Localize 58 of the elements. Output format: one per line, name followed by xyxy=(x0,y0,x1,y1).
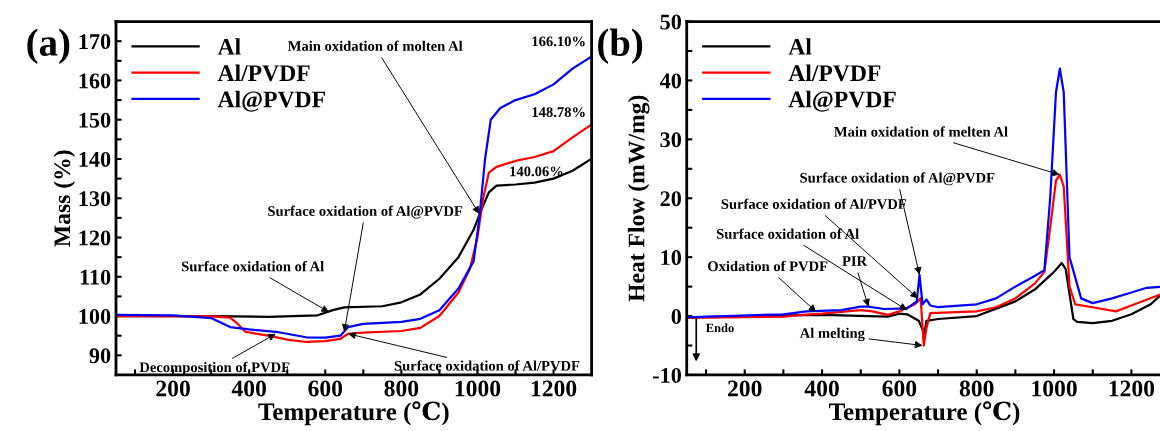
annotation: Main oxidation of molten Al xyxy=(287,40,463,51)
y-tick-label: 100 xyxy=(79,309,111,324)
x-tick-label: 600 xyxy=(882,380,917,397)
y-tick-label: 170 xyxy=(79,34,111,50)
line-series xyxy=(116,55,592,339)
chart-title: (b) xyxy=(598,28,643,64)
x-tick-label: 1000 xyxy=(1032,380,1077,397)
x-tick-label: 1200 xyxy=(531,380,577,397)
annotation: Surface oxidation of Al@PVDF xyxy=(800,172,995,186)
annotation: PIR xyxy=(842,256,868,266)
line-series xyxy=(116,123,592,344)
x-axis-title: Temperature (℃) xyxy=(829,401,1020,426)
y-tick-label: 20 xyxy=(660,191,682,207)
y-tick-label: 160 xyxy=(79,73,111,89)
y-tick-label: 110 xyxy=(80,269,111,285)
y-tick-label: 50 xyxy=(660,14,682,30)
annotation: 166.10% xyxy=(532,36,585,47)
x-tick-label: 800 xyxy=(384,380,419,397)
annotation: 140.06% xyxy=(510,166,563,177)
y-tick-label: -10 xyxy=(653,367,682,383)
x-tick-label: 1200 xyxy=(1109,380,1155,397)
annotation: Decomposition of PVDF xyxy=(139,361,290,376)
annotation: Surface oxidation of Al xyxy=(716,228,859,239)
annotation: Main oxidation of melten Al xyxy=(834,126,1008,137)
x-tick-label: 400 xyxy=(804,380,839,397)
annotation: Surface oxidation of Al/PVDF xyxy=(394,360,580,371)
legend-label: Al@PVDF xyxy=(788,90,896,112)
annotation: 148.78% xyxy=(532,107,585,118)
y-tick-label: 40 xyxy=(659,73,682,89)
legend-label: Al/PVDF xyxy=(217,64,310,82)
legend-label: Al xyxy=(217,38,241,55)
x-tick-label: 400 xyxy=(231,380,266,397)
annotation: Endo xyxy=(705,323,734,333)
y-axis-title: Mass (%) xyxy=(53,150,76,247)
x-tick-label: 800 xyxy=(959,380,994,397)
y-tick-label: 150 xyxy=(79,112,111,128)
y-tick-label: 120 xyxy=(79,230,111,246)
y-tick-label: 30 xyxy=(660,132,682,148)
y-tick-label: 0 xyxy=(671,309,682,324)
x-tick-label: 1000 xyxy=(455,380,501,397)
y-tick-label: 90 xyxy=(89,348,111,364)
annotation: Surface oxidation of Al/PVDF xyxy=(721,198,907,210)
x-tick-label: 600 xyxy=(308,380,343,397)
annotation: Surface oxidation of Al@PVDF xyxy=(268,205,463,219)
y-tick-label: 10 xyxy=(661,250,682,266)
chart-title: (a) xyxy=(27,28,70,64)
annotation: Oxidation of PVDF xyxy=(708,260,828,272)
y-tick-label: 140 xyxy=(79,151,111,167)
annotation: Al melting xyxy=(799,327,865,342)
y-axis-title: Heat Flow (mW/mg) xyxy=(627,95,650,302)
x-tick-label: 200 xyxy=(728,380,762,397)
x-axis-title: Temperature (℃) xyxy=(258,401,449,426)
y-tick-label: 130 xyxy=(79,191,111,207)
x-tick-label: 200 xyxy=(156,380,190,397)
legend-label: Al/PVDF xyxy=(788,64,881,82)
annotation: Surface oxidation of Al xyxy=(181,260,324,272)
legend-label: Al@PVDF xyxy=(217,90,325,112)
legend-label: Al xyxy=(788,38,812,55)
